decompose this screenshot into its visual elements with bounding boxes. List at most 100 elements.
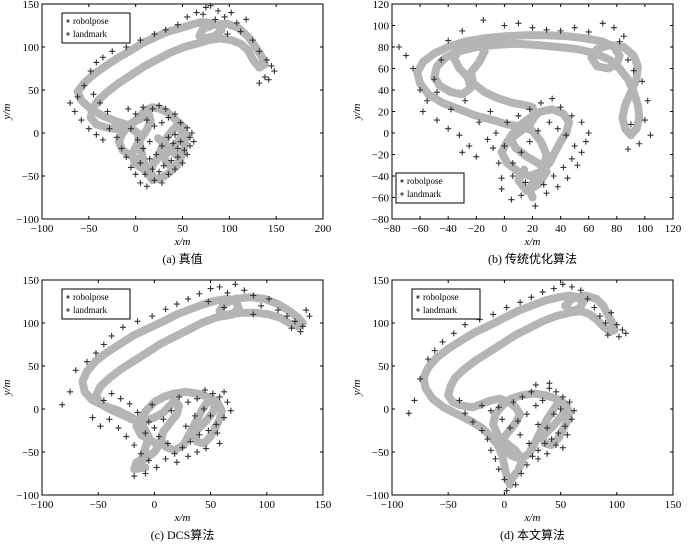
landmark-point bbox=[153, 151, 160, 158]
chart-d: −100 −50 0 50 100 150 −100 −50 0 50 100 150 x/m y/m (d… bbox=[351, 275, 682, 542]
landmark-point bbox=[299, 323, 306, 330]
landmark-point bbox=[526, 138, 533, 145]
landmark-point bbox=[571, 142, 578, 149]
legend-robolpose-marker bbox=[416, 295, 420, 299]
robolpose-point bbox=[561, 400, 569, 408]
landmark-point bbox=[193, 9, 200, 16]
landmark-point bbox=[515, 112, 522, 119]
x-tick-label: 120 bbox=[665, 223, 682, 235]
landmark-point bbox=[81, 82, 88, 89]
landmark-point bbox=[620, 33, 627, 40]
robolpose-point bbox=[489, 116, 497, 124]
landmark-point bbox=[108, 390, 115, 397]
landmark-point bbox=[149, 401, 156, 408]
robolpose-point bbox=[89, 105, 97, 113]
robolpose-point bbox=[255, 64, 263, 72]
landmark-point bbox=[184, 13, 191, 20]
robolpose-point bbox=[126, 120, 134, 128]
robolpose-point bbox=[446, 383, 454, 391]
robolpose-point bbox=[285, 319, 293, 327]
legend-box bbox=[395, 172, 465, 204]
robolpose-point bbox=[520, 101, 528, 109]
landmark-point bbox=[548, 436, 555, 443]
robolpose-point bbox=[481, 88, 489, 96]
landmark-point bbox=[550, 285, 557, 292]
robolpose-point bbox=[155, 441, 163, 449]
robolpose-point bbox=[130, 465, 138, 473]
robolpose-point bbox=[424, 364, 432, 372]
landmark-point bbox=[127, 164, 134, 171]
landmark-point bbox=[224, 399, 231, 406]
robolpose-point bbox=[261, 295, 269, 303]
panel-a: −100 −50 0 50 100 150 200 −100 −50 0 50 100 150 x/m y/… bbox=[0, 0, 350, 272]
robolpose-point bbox=[537, 138, 545, 146]
landmark-point bbox=[146, 138, 153, 145]
y-tick-label: 0 bbox=[34, 128, 40, 140]
landmark-point bbox=[501, 476, 508, 483]
y-tick-label: 40 bbox=[378, 85, 390, 97]
robolpose-point bbox=[566, 408, 574, 416]
robolpose-point bbox=[165, 169, 173, 177]
y-tick-label: −60 bbox=[372, 193, 390, 205]
landmark-point bbox=[132, 171, 139, 178]
landmark-point bbox=[256, 80, 263, 87]
robolpose-point bbox=[74, 88, 82, 96]
chart-b: −80 −60 −40 −20 0 20 40 60 80 100 120 −80 −60 −40 −20 0… bbox=[351, 0, 682, 266]
robolpose-point bbox=[237, 40, 245, 48]
landmark-point bbox=[476, 119, 483, 126]
robolpose-point bbox=[227, 36, 235, 44]
robolpose-point bbox=[604, 64, 612, 73]
landmark-point bbox=[396, 44, 403, 50]
landmark-point bbox=[644, 97, 651, 104]
y-axis-label: y/m bbox=[1, 104, 13, 121]
landmark-point bbox=[540, 181, 547, 188]
robolpose-point bbox=[115, 138, 123, 146]
robolpose-point bbox=[548, 441, 556, 449]
robolpose-point bbox=[593, 62, 601, 70]
landmark-point bbox=[616, 38, 623, 45]
robolpose-point bbox=[604, 310, 612, 318]
landmark-point bbox=[228, 9, 235, 16]
landmark-point bbox=[508, 196, 515, 203]
robolpose-point bbox=[500, 314, 508, 322]
y-tick-label: 50 bbox=[28, 361, 40, 373]
robolpose-point bbox=[541, 297, 549, 305]
y-axis-label: y/m bbox=[351, 380, 363, 397]
robolpose-point bbox=[582, 34, 590, 43]
landmark-point bbox=[553, 442, 560, 449]
landmark-point bbox=[478, 402, 485, 409]
robolpose-point bbox=[568, 295, 576, 303]
robolpose-point bbox=[436, 82, 444, 90]
landmark-point bbox=[459, 149, 466, 156]
legend-box bbox=[61, 12, 131, 44]
robolpose-point bbox=[115, 53, 123, 61]
landmark-point bbox=[172, 111, 179, 118]
robolpose-point bbox=[492, 41, 500, 49]
robolpose-point bbox=[171, 396, 179, 404]
landmark-point bbox=[215, 7, 222, 14]
robolpose-series bbox=[413, 31, 644, 202]
landmark-point bbox=[170, 140, 177, 147]
robolpose-point bbox=[169, 126, 177, 134]
landmark-point bbox=[543, 26, 550, 33]
landmark-point bbox=[554, 183, 561, 190]
robolpose-point bbox=[205, 36, 213, 44]
y-tick-label: 60 bbox=[378, 64, 390, 76]
robolpose-point bbox=[115, 79, 123, 87]
landmark-point bbox=[535, 455, 542, 462]
x-tick-label: 40 bbox=[555, 223, 567, 235]
robolpose-point bbox=[593, 295, 601, 303]
landmark-point bbox=[89, 414, 96, 421]
robolpose-point bbox=[244, 33, 252, 41]
robolpose-point bbox=[202, 417, 210, 425]
robolpose-point bbox=[444, 43, 452, 51]
robolpose-point bbox=[285, 307, 293, 315]
robolpose-point bbox=[439, 99, 447, 107]
landmark-point bbox=[566, 399, 573, 406]
y-tick-label: −20 bbox=[372, 150, 390, 162]
y-tick-label: 120 bbox=[373, 0, 390, 11]
robolpose-point bbox=[469, 403, 477, 411]
robolpose-point bbox=[525, 450, 533, 458]
landmark-point bbox=[529, 453, 536, 460]
robolpose-point bbox=[526, 114, 534, 122]
